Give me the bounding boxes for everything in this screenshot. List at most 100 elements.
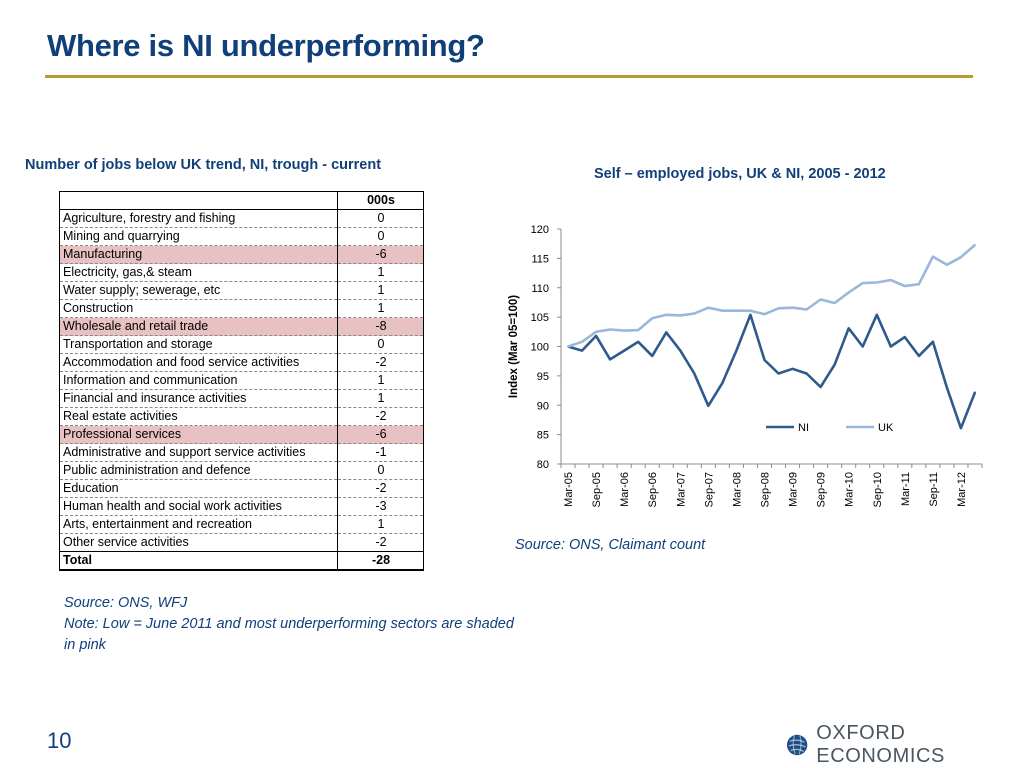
- sector-name: Electricity, gas,& steam: [59, 263, 338, 282]
- data-point-ni: [637, 340, 640, 343]
- data-point-ni: [960, 427, 962, 430]
- data-point-uk: [931, 255, 934, 258]
- sector-value: 1: [337, 371, 424, 390]
- y-tick-label: 95: [537, 371, 549, 383]
- chart-title: Self – employed jobs, UK & NI, 2005 - 20…: [594, 166, 886, 182]
- y-tick-label: 85: [537, 430, 549, 442]
- sector-name: Construction: [59, 299, 338, 318]
- x-tick-label: Mar-07: [675, 472, 687, 507]
- data-point-uk: [903, 285, 906, 287]
- data-point-ni: [721, 382, 724, 384]
- sector-value: 0: [337, 335, 424, 354]
- data-point-uk: [679, 314, 682, 317]
- y-tick-label: 115: [531, 253, 549, 265]
- sector-name: Agriculture, forestry and fishing: [59, 209, 338, 228]
- data-point-ni: [707, 404, 710, 407]
- x-tick-label: Mar-12: [956, 472, 968, 507]
- data-point-ni: [693, 372, 696, 375]
- data-point-ni: [791, 367, 794, 370]
- data-point-ni: [889, 345, 892, 348]
- y-tick-label: 90: [537, 400, 549, 412]
- x-tick-label: Mar-06: [619, 472, 631, 507]
- sector-name: Education: [59, 479, 338, 498]
- table-row: Human health and social work activities -…: [59, 497, 424, 516]
- data-point-uk: [763, 313, 766, 316]
- sector-value: -2: [337, 353, 424, 372]
- sector-value: -2: [337, 533, 424, 552]
- y-tick-label: 100: [531, 342, 549, 354]
- table-row: Water supply; sewerage, etc 1: [59, 281, 424, 300]
- data-point-uk: [791, 306, 794, 309]
- sector-name: Wholesale and retail trade: [59, 317, 338, 336]
- y-axis-title: Index (Mar 05=100): [508, 295, 520, 398]
- sector-value: 0: [337, 227, 424, 246]
- sector-name: Real estate activities: [59, 407, 338, 426]
- table-row: Arts, entertainment and recreation 1: [59, 515, 424, 534]
- data-point-ni: [819, 386, 822, 388]
- sector-value: -2: [337, 479, 424, 498]
- data-point-ni: [847, 327, 850, 330]
- sector-name: Water supply; sewerage, etc: [59, 281, 338, 300]
- data-point-uk: [595, 330, 597, 333]
- globe-icon: [786, 734, 808, 756]
- data-point-ni: [917, 355, 920, 357]
- table-row: Information and communication 1: [59, 371, 424, 390]
- data-point-ni: [875, 313, 878, 316]
- data-point-ni: [623, 349, 626, 352]
- table-row: Education -2: [59, 479, 424, 498]
- data-point-uk: [609, 328, 612, 331]
- data-point-ni: [595, 335, 597, 337]
- title-divider: [45, 75, 973, 78]
- legend-label-uk: UK: [878, 422, 894, 434]
- sector-name: Manufacturing: [59, 245, 338, 264]
- x-tick-label: Mar-11: [900, 472, 912, 506]
- x-tick-label: Sep-11: [928, 472, 940, 507]
- page-number: 10: [47, 728, 72, 753]
- data-point-ni: [903, 336, 906, 338]
- sector-value: 1: [337, 281, 424, 300]
- x-tick-label: Mar-05: [563, 472, 575, 507]
- data-point-uk: [623, 329, 626, 332]
- slide-title: Where is NI underperforming?: [47, 28, 485, 63]
- sector-name: Professional services: [59, 425, 338, 444]
- data-point-ni: [763, 359, 766, 361]
- x-tick-label: Sep-07: [703, 472, 715, 507]
- table-heading: Number of jobs below UK trend, NI, troug…: [25, 157, 382, 173]
- data-point-uk: [721, 309, 724, 312]
- oxford-economics-logo: OXFORD ECONOMICS: [786, 722, 1024, 768]
- sector-name: Mining and quarrying: [59, 227, 338, 246]
- data-point-uk: [637, 329, 640, 331]
- y-tick-label: 110: [531, 283, 549, 295]
- sector-value: 1: [337, 389, 424, 408]
- data-point-uk: [917, 283, 920, 286]
- table-header-blank: [59, 191, 338, 210]
- sector-value: -3: [337, 497, 424, 516]
- data-point-ni: [679, 349, 682, 352]
- data-point-ni: [805, 372, 808, 375]
- table-row: Agriculture, forestry and fishing 0: [59, 209, 424, 228]
- data-point-uk: [707, 306, 710, 309]
- data-point-uk: [805, 308, 808, 311]
- logo-text: OXFORD ECONOMICS: [816, 722, 945, 767]
- legend-label-ni: NI: [798, 422, 809, 434]
- sector-name: Financial and insurance activities: [59, 389, 338, 408]
- x-tick-label: Sep-09: [816, 472, 828, 507]
- table-source: Source: ONS, WFJ: [64, 595, 188, 611]
- sector-value: 1: [337, 263, 424, 282]
- sector-value: 1: [337, 299, 424, 318]
- data-point-ni: [609, 358, 612, 361]
- table-row: Professional services -6: [59, 425, 424, 444]
- data-point-ni: [777, 372, 780, 375]
- table-row: Real estate activities -2: [59, 407, 424, 426]
- total-value: -28: [337, 551, 424, 571]
- data-point-ni: [833, 363, 836, 366]
- data-point-uk: [735, 309, 738, 312]
- x-tick-label: Mar-10: [844, 472, 856, 507]
- data-point-uk: [974, 243, 976, 246]
- data-point-uk: [833, 302, 836, 304]
- data-point-ni: [665, 331, 668, 334]
- data-point-ni: [946, 386, 948, 389]
- table-row: Public administration and defence 0: [59, 461, 424, 480]
- sector-value: 1: [337, 515, 424, 534]
- data-point-uk: [665, 313, 668, 316]
